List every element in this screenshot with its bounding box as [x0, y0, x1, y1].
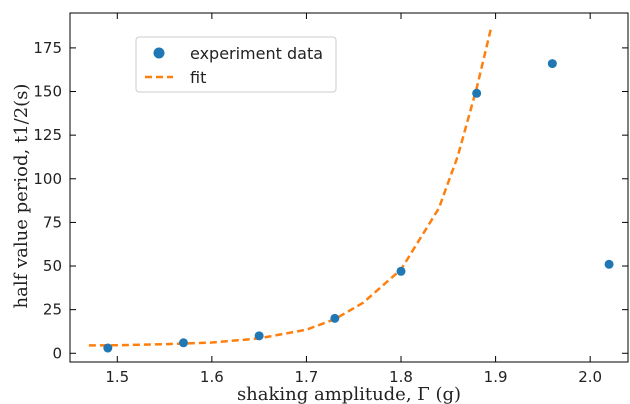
x-tick-label-0: 1.5	[105, 368, 129, 386]
y-tick-label-2: 50	[43, 257, 62, 275]
data-point-6	[547, 59, 557, 69]
y-tick-label-5: 125	[33, 126, 62, 144]
y-tick-label-4: 100	[33, 170, 62, 188]
legend: experiment data fit	[135, 36, 337, 93]
data-point-5	[472, 88, 482, 98]
x-tick-label-2: 1.7	[295, 368, 319, 386]
x-tick-label-5: 2.0	[578, 368, 602, 386]
data-point-2	[254, 331, 264, 341]
data-points-layer	[103, 59, 614, 353]
y-axis-title: half value period, t1/2(s)	[11, 84, 32, 309]
y-tick-label-3: 75	[43, 213, 62, 231]
x-axis-title: shaking amplitude, Γ (g)	[237, 384, 461, 404]
y-tick-label-6: 150	[33, 83, 62, 101]
legend-marker-experiment-data	[153, 47, 165, 59]
data-point-4	[396, 266, 406, 276]
legend-label-experiment-data: experiment data	[190, 44, 323, 63]
x-tick-label-3: 1.8	[389, 368, 413, 386]
plot-frame	[69, 12, 629, 363]
data-point-1	[178, 338, 188, 348]
axes: 1.5 1.6 1.7 1.8 1.9 2.0 0 25 50 75 100 125 150 175	[33, 12, 629, 386]
y-tick-label-7: 175	[33, 39, 62, 57]
y-tick-label-0: 0	[52, 344, 62, 362]
data-point-7	[604, 259, 614, 269]
data-point-0	[103, 343, 113, 353]
x-tick-label-4: 1.9	[484, 368, 508, 386]
legend-label-fit: fit	[190, 68, 206, 87]
x-tick-label-1: 1.6	[200, 368, 224, 386]
data-point-3	[330, 313, 340, 323]
y-tick-label-1: 25	[43, 301, 62, 319]
legend-frame	[135, 36, 337, 93]
